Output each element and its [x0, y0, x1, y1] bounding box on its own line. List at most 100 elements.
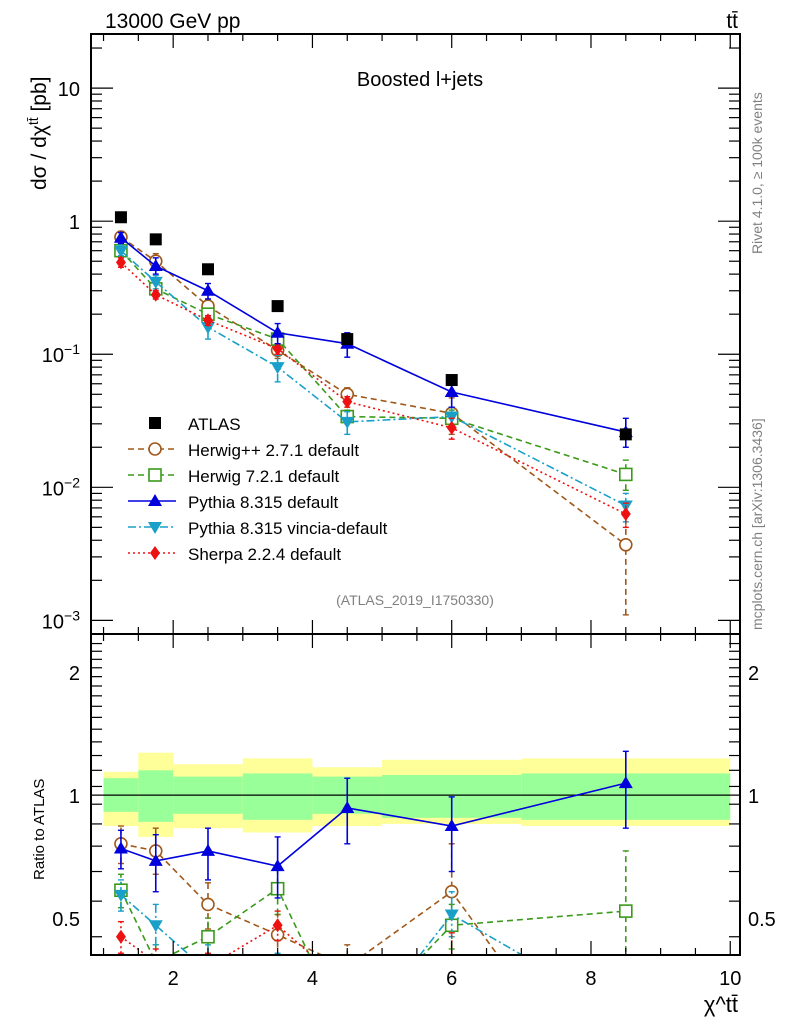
x-tick-label: 2: [168, 968, 179, 990]
data-point-atlas: [271, 300, 284, 313]
data-point-pythia-8-315-default: [270, 325, 285, 338]
x-tick-label: 6: [446, 968, 457, 990]
legend-marker: [150, 546, 160, 560]
x-tick-label: 10: [719, 968, 741, 990]
ratio-y-tick-label: 0.5: [52, 909, 80, 931]
rivet-label: Rivet 4.1.0, ≥ 100k events: [749, 92, 765, 254]
band-inner-bin: [242, 773, 313, 820]
data-point-atlas: [445, 374, 458, 387]
legend-item-herwig-2-7-1-default: Herwig++ 2.7.1 default: [128, 441, 359, 460]
y-label-sup: tt̄: [25, 117, 41, 125]
plot-title: Boosted l+jets: [357, 69, 483, 91]
series-line-ratio-pythia-8-315-vincia-default: [120, 894, 524, 955]
y-axis-label: dσ / dχtt̄ [pb]: [25, 76, 51, 190]
data-point-sherpa-2-2-4-default: [150, 287, 161, 302]
ratio-y-tick-label: 1: [69, 786, 80, 808]
series-line-ratio-herwig-2-7-1-default: [120, 843, 499, 955]
data-point-ratio-herwig-7-2-1-default: [618, 904, 633, 918]
data-point-herwig-2-7-1-default: [618, 537, 633, 552]
data-point-ratio-pythia-8-315-default: [200, 843, 215, 856]
legend-item-herwig-7-2-1-default: Herwig 7.2.1 default: [128, 467, 339, 486]
data-point-ratio-herwig-2-7-1-default: [201, 897, 215, 912]
x-tick-label: 4: [307, 968, 318, 990]
legend-item-atlas: ATLAS: [149, 415, 241, 434]
y-tick-label: 10−3: [42, 607, 80, 633]
main-plot-area: [113, 211, 633, 616]
y-label-unit: [pb]: [28, 76, 51, 117]
legend: ATLAS Herwig++ 2.7.1 default Herwig 7.2.1 …: [128, 415, 388, 564]
data-point-ratio-herwig-2-7-1-default: [341, 961, 353, 973]
x-tick-label: 8: [585, 968, 596, 990]
y-tick-label: 1: [69, 212, 80, 234]
data-point-sherpa-2-2-4-default: [272, 341, 283, 356]
y-tick-label: 10−2: [42, 474, 80, 500]
data-point-ratio-pythia-8-315-default: [113, 841, 128, 854]
data-point-ratio-pythia-8-315-vincia-default: [271, 976, 285, 988]
series-line-ratio-herwig-7-2-1-default: [120, 887, 626, 955]
data-point-ratio-pythia-8-315-vincia-default: [619, 1010, 633, 1022]
data-point-sherpa-2-2-4-default: [446, 420, 457, 435]
data-point-ratio-pythia-8-315-vincia-default: [201, 966, 215, 978]
header-right: tt̄: [726, 10, 738, 33]
data-point-herwig-7-2-1-default: [618, 467, 633, 482]
legend-marker: [148, 442, 162, 456]
y-tick-exponent: −3: [64, 607, 80, 623]
data-point-ratio-herwig-7-2-1-default: [201, 929, 215, 944]
data-point-pythia-8-315-vincia-default: [200, 322, 215, 335]
main-frame: [90, 33, 741, 635]
data-point-atlas: [341, 333, 354, 346]
ratio-frame: [90, 633, 741, 956]
data-point-ratio-pythia-8-315-default: [340, 800, 355, 813]
legend-item-pythia-8-315-vincia-default: Pythia 8.315 vincia-default: [128, 519, 388, 538]
y-tick-exponent: −2: [64, 474, 80, 490]
data-point-pythia-8-315-default: [444, 385, 459, 398]
legend-label: Sherpa 2.2.4 default: [188, 545, 341, 564]
y-tick-label: 10−1: [42, 341, 80, 367]
ratio-y-tick-label-right: 0.5: [748, 909, 776, 931]
data-point-ratio-pythia-8-315-default: [444, 819, 459, 832]
legend-label: Herwig 7.2.1 default: [188, 467, 339, 486]
data-point-ratio-sherpa-2-2-4-default: [272, 918, 283, 933]
data-point-pythia-8-315-vincia-default: [444, 411, 459, 424]
ratio-plot-area: [91, 750, 740, 1022]
data-point-ratio-sherpa-2-2-4-default: [342, 979, 352, 993]
data-point-ratio-pythia-8-315-default: [618, 776, 633, 789]
data-point-ratio-sherpa-2-2-4-default: [115, 929, 126, 944]
legend-marker: [148, 522, 162, 534]
data-point-ratio-sherpa-2-2-4-default: [151, 955, 161, 969]
analysis-label: (ATLAS_2019_I1750330): [336, 592, 494, 608]
data-point-atlas: [619, 428, 632, 441]
data-point-pythia-8-315-default: [200, 283, 215, 296]
ratio-ylabel: Ratio to ATLAS: [31, 779, 48, 880]
series-line-pythia-8-315-default: [120, 237, 626, 433]
data-point-ratio-pythia-8-315-default: [148, 853, 163, 866]
data-point-atlas: [149, 233, 162, 246]
legend-label: Pythia 8.315 default: [188, 493, 339, 512]
data-point-pythia-8-315-vincia-default: [113, 245, 128, 258]
legend-item-pythia-8-315-default: Pythia 8.315 default: [128, 493, 339, 512]
data-point-sherpa-2-2-4-default: [202, 313, 213, 328]
legend-label: Herwig++ 2.7.1 default: [188, 441, 359, 460]
y-tick-exponent: −1: [64, 341, 80, 357]
data-point-sherpa-2-2-4-default: [342, 394, 353, 409]
data-point-pythia-8-315-default: [113, 230, 128, 243]
data-point-atlas: [114, 211, 127, 224]
ratio-y-tick-label-right: 2: [748, 663, 759, 685]
ratio-y-tick-label-right: 1: [748, 786, 759, 808]
legend-marker: [149, 417, 161, 429]
legend-marker: [148, 468, 162, 482]
legend-label: Pythia 8.315 vincia-default: [188, 519, 388, 538]
data-point-sherpa-2-2-4-default: [115, 255, 126, 270]
legend-marker: [148, 494, 162, 506]
band-inner-bin: [138, 770, 174, 822]
data-point-atlas: [201, 263, 214, 276]
data-point-ratio-pythia-8-315-vincia-default: [148, 920, 163, 933]
y-tick-label: 10: [58, 79, 80, 101]
mcplots-label: mcplots.cern.ch [arXiv:1306.3436]: [749, 418, 765, 630]
data-point-sherpa-2-2-4-default: [620, 507, 631, 522]
ratio-y-tick-label: 2: [69, 663, 80, 685]
data-point-ratio-sherpa-2-2-4-default: [203, 960, 213, 974]
series-line-ratio-sherpa-2-2-4-default: [120, 924, 313, 955]
header-left: 13000 GeV pp: [105, 10, 240, 33]
